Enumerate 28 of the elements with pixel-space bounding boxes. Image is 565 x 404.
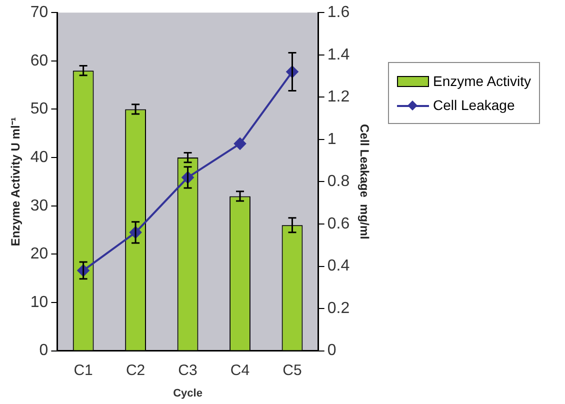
legend-label: Enzyme Activity [433,73,532,89]
y-tick-label: 40 [30,148,48,166]
y-tick-label: 60 [30,52,48,70]
y2-tick-label: 1 [327,130,336,148]
y2-tick-label: 0.6 [327,215,350,232]
y2-tick-label: 0.8 [327,173,350,190]
x-tick-label: C1 [74,362,93,379]
x-axis-title: Cycle [173,387,202,400]
x-tick-label: C4 [230,362,250,379]
legend-label: Cell Leakage [433,97,515,113]
y-tick-label: 20 [30,246,48,263]
y-tick-label: 50 [30,100,48,118]
y-tick-label: 30 [30,197,48,214]
y-tick-label: 0 [39,342,48,360]
y2-tick-label: 1.4 [327,46,350,64]
x-tick-label: C5 [282,362,302,379]
y2-tick-label: 0.2 [327,300,350,317]
x-tick-label: C2 [126,362,146,379]
y2-tick-label: 1.6 [327,4,350,22]
y2-tick-label: 0 [327,342,336,360]
y2-tick-label: 0.4 [327,258,350,275]
y-axis-title: Enzyme Activity U ml⁻¹ [8,117,23,246]
x-tick-label: C3 [178,362,198,379]
point [234,138,246,150]
y2-axis-title: Cell Leakage mg/ml [357,124,372,240]
y2-tick-label: 1.2 [327,88,350,106]
y-tick-label: 70 [30,4,48,22]
y-tick-label: 10 [30,294,48,311]
